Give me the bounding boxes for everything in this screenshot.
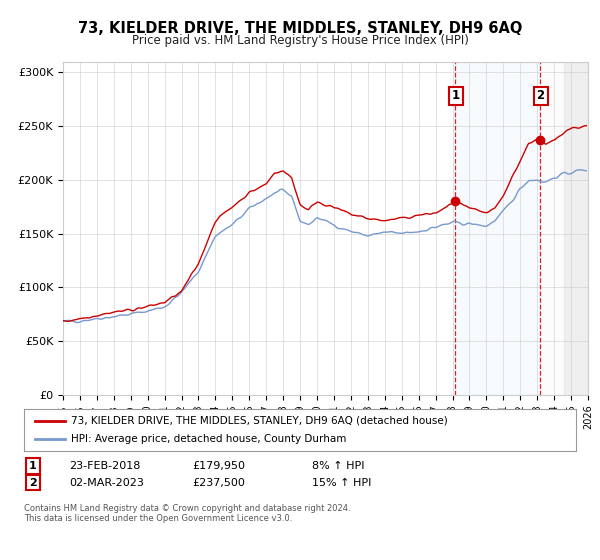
HPI: Average price, detached house, County Durham: (2e+03, 6.87e+04): Average price, detached house, County Du…: [59, 318, 67, 324]
Text: 15% ↑ HPI: 15% ↑ HPI: [312, 478, 371, 488]
73, KIELDER DRIVE, THE MIDDLES, STANLEY, DH9 6AQ (detached house): [571, 124, 578, 131]
HPI: Average price, detached house, County Durham: (2.01e+03, 1.64e+05): Average price, detached house, County Du…: [312, 215, 319, 222]
Bar: [455, 62, 540, 395]
Line: 73, KIELDER DRIVE, THE MIDDLES, STANLEY, DH9 6AQ (detached house): 73, KIELDER DRIVE, THE MIDDLES, STANLEY,…: [63, 125, 586, 321]
73, KIELDER DRIVE, THE MIDDLES, STANLEY, DH9 6AQ (detached house): [309, 202, 316, 208]
Text: 2: 2: [29, 478, 37, 488]
73, KIELDER DRIVE, THE MIDDLES, STANLEY, DH9 6AQ (detached house): [312, 200, 319, 207]
73, KIELDER DRIVE, THE MIDDLES, STANLEY, DH9 6AQ (detached house): [59, 317, 67, 324]
73, KIELDER DRIVE, THE MIDDLES, STANLEY, DH9 6AQ (detached house): [583, 122, 590, 129]
HPI: Average price, detached house, County Durham: (2.03e+03, 2.08e+05): Average price, detached house, County Du…: [571, 168, 578, 175]
HPI: Average price, detached house, County Durham: (2.03e+03, 2.09e+05): Average price, detached house, County Du…: [577, 166, 584, 173]
HPI: Average price, detached house, County Durham: (2e+03, 6.72e+04): Average price, detached house, County Du…: [74, 319, 81, 326]
HPI: Average price, detached house, County Durham: (2.01e+03, 1.5e+05): Average price, detached house, County Du…: [372, 230, 379, 237]
73, KIELDER DRIVE, THE MIDDLES, STANLEY, DH9 6AQ (detached house): [372, 216, 379, 222]
Text: £237,500: £237,500: [192, 478, 245, 488]
Text: Price paid vs. HM Land Registry's House Price Index (HPI): Price paid vs. HM Land Registry's House …: [131, 34, 469, 46]
Text: 73, KIELDER DRIVE, THE MIDDLES, STANLEY, DH9 6AQ: 73, KIELDER DRIVE, THE MIDDLES, STANLEY,…: [78, 21, 522, 36]
Line: HPI: Average price, detached house, County Durham: HPI: Average price, detached house, Coun…: [63, 170, 586, 323]
73, KIELDER DRIVE, THE MIDDLES, STANLEY, DH9 6AQ (detached house): [65, 318, 72, 325]
Text: £179,950: £179,950: [192, 461, 245, 471]
Text: 1: 1: [452, 90, 460, 102]
Text: HPI: Average price, detached house, County Durham: HPI: Average price, detached house, Coun…: [71, 434, 346, 444]
Text: 02-MAR-2023: 02-MAR-2023: [69, 478, 144, 488]
Bar: [564, 62, 588, 395]
Text: 2: 2: [536, 90, 545, 102]
HPI: Average price, detached house, County Durham: (2.01e+03, 1.53e+05): Average price, detached house, County Du…: [344, 226, 351, 233]
HPI: Average price, detached house, County Durham: (2.02e+03, 1.61e+05): Average price, detached house, County Du…: [490, 218, 497, 225]
Text: 8% ↑ HPI: 8% ↑ HPI: [312, 461, 365, 471]
Bar: [540, 62, 588, 395]
Text: 23-FEB-2018: 23-FEB-2018: [69, 461, 140, 471]
Text: This data is licensed under the Open Government Licence v3.0.: This data is licensed under the Open Gov…: [24, 514, 292, 523]
HPI: Average price, detached house, County Durham: (2.01e+03, 1.61e+05): Average price, detached house, County Du…: [309, 218, 316, 225]
Text: 1: 1: [29, 461, 37, 471]
73, KIELDER DRIVE, THE MIDDLES, STANLEY, DH9 6AQ (detached house): [344, 209, 351, 216]
Text: 73, KIELDER DRIVE, THE MIDDLES, STANLEY, DH9 6AQ (detached house): 73, KIELDER DRIVE, THE MIDDLES, STANLEY,…: [71, 416, 448, 426]
Text: Contains HM Land Registry data © Crown copyright and database right 2024.: Contains HM Land Registry data © Crown c…: [24, 504, 350, 513]
73, KIELDER DRIVE, THE MIDDLES, STANLEY, DH9 6AQ (detached house): [490, 206, 497, 212]
HPI: Average price, detached house, County Durham: (2.03e+03, 2.08e+05): Average price, detached house, County Du…: [583, 167, 590, 174]
